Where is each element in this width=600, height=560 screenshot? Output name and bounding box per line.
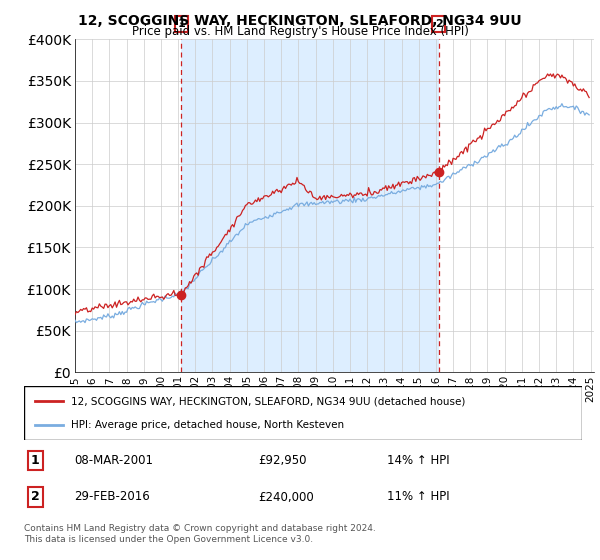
Text: £240,000: £240,000: [259, 491, 314, 503]
Text: 1: 1: [31, 454, 40, 467]
Text: Contains HM Land Registry data © Crown copyright and database right 2024.: Contains HM Land Registry data © Crown c…: [24, 524, 376, 533]
Text: £92,950: £92,950: [259, 454, 307, 467]
Text: Price paid vs. HM Land Registry's House Price Index (HPI): Price paid vs. HM Land Registry's House …: [131, 25, 469, 38]
Text: 08-MAR-2001: 08-MAR-2001: [74, 454, 153, 467]
Text: 1: 1: [178, 19, 185, 29]
Text: 12, SCOGGINS WAY, HECKINGTON, SLEAFORD, NG34 9UU (detached house): 12, SCOGGINS WAY, HECKINGTON, SLEAFORD, …: [71, 396, 466, 407]
Text: 12, SCOGGINS WAY, HECKINGTON, SLEAFORD, NG34 9UU: 12, SCOGGINS WAY, HECKINGTON, SLEAFORD, …: [78, 14, 522, 28]
Bar: [181, 39, 439, 372]
Text: 29-FEB-2016: 29-FEB-2016: [74, 491, 150, 503]
Text: 2: 2: [435, 19, 443, 29]
FancyBboxPatch shape: [24, 386, 582, 440]
Text: This data is licensed under the Open Government Licence v3.0.: This data is licensed under the Open Gov…: [24, 535, 313, 544]
Text: 14% ↑ HPI: 14% ↑ HPI: [387, 454, 449, 467]
Text: HPI: Average price, detached house, North Kesteven: HPI: Average price, detached house, Nort…: [71, 419, 344, 430]
Text: 2: 2: [31, 491, 40, 503]
Text: 11% ↑ HPI: 11% ↑ HPI: [387, 491, 449, 503]
